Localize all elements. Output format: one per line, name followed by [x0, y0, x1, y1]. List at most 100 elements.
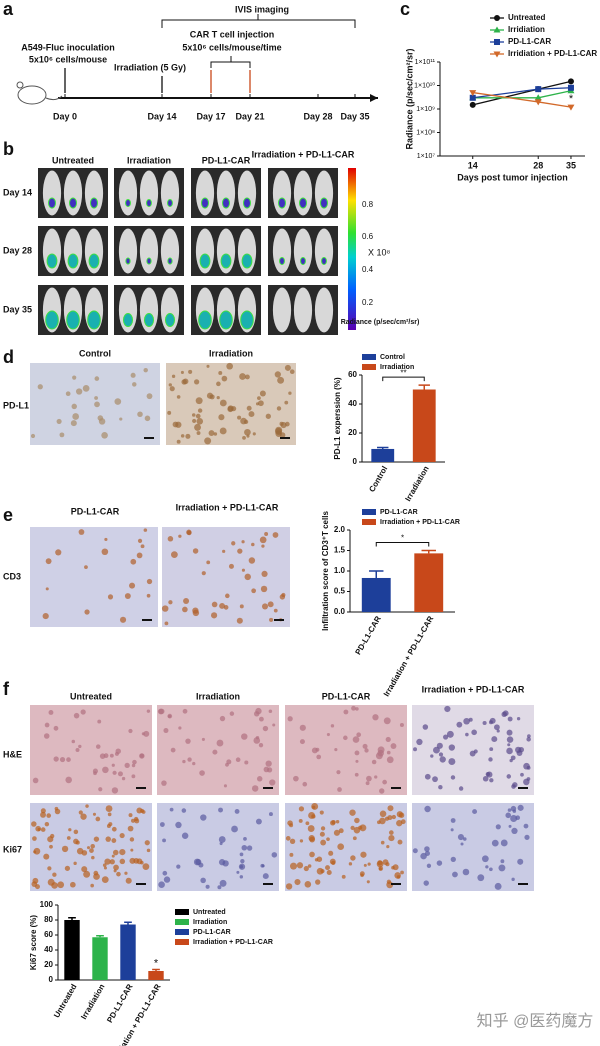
cell — [181, 379, 187, 385]
cell — [101, 548, 109, 556]
cell — [496, 729, 500, 733]
cell — [341, 874, 346, 879]
day-label: Day 21 — [235, 111, 264, 121]
panel-letter: b — [3, 139, 14, 159]
cell — [399, 722, 404, 728]
signal — [122, 313, 134, 327]
legend-label: PD-L1-CAR — [193, 929, 231, 936]
cell — [436, 860, 443, 866]
timeline-arrows — [64, 68, 251, 93]
cell — [129, 857, 136, 864]
cell — [40, 808, 46, 814]
cell — [432, 776, 438, 783]
cell — [31, 821, 37, 827]
legend-swatch — [175, 919, 189, 925]
cell — [280, 422, 287, 429]
cell — [319, 810, 324, 815]
day-label: Day 14 — [147, 111, 176, 121]
cell — [178, 534, 182, 538]
annotation: * — [154, 957, 159, 969]
cell — [216, 396, 220, 400]
cell — [140, 860, 144, 865]
cell — [515, 815, 521, 821]
cell — [200, 814, 207, 821]
cell — [360, 851, 367, 858]
signal — [90, 197, 98, 209]
cell — [192, 609, 200, 617]
y-tick-label: 1×10⁸ — [416, 129, 435, 136]
cell — [188, 369, 193, 374]
cell — [413, 747, 418, 752]
cell — [390, 743, 397, 750]
y-tick-label: 0 — [49, 975, 54, 984]
cell — [241, 540, 245, 544]
point — [534, 94, 542, 101]
cell — [312, 805, 316, 809]
column-label: Irradiation + PD-L1-CAR — [252, 149, 355, 159]
cell — [175, 821, 182, 829]
day-label: Day 17 — [196, 111, 225, 121]
cell — [386, 756, 394, 764]
cell — [424, 846, 430, 852]
cell — [489, 747, 494, 752]
cell — [52, 872, 57, 877]
cell — [113, 864, 119, 871]
cell — [337, 787, 342, 792]
error-bar — [418, 384, 430, 390]
y-tick-label: 1×10⁹ — [416, 106, 435, 113]
cell — [75, 840, 80, 845]
cell — [112, 849, 119, 856]
cell — [235, 757, 241, 763]
cell — [186, 529, 192, 535]
cell — [382, 779, 387, 785]
cell — [261, 544, 265, 548]
micrograph — [166, 363, 296, 445]
cell — [241, 568, 245, 572]
cell — [383, 717, 391, 725]
cell — [350, 855, 356, 861]
cell — [259, 390, 266, 397]
signal — [219, 310, 233, 330]
cell — [143, 528, 148, 532]
cell — [191, 413, 196, 417]
legend-swatch — [362, 354, 376, 360]
cell — [143, 730, 150, 737]
cell — [489, 778, 494, 783]
annotation: * — [401, 534, 404, 543]
cell — [86, 846, 91, 850]
cell — [271, 852, 278, 858]
scale-bar — [263, 883, 273, 885]
cell — [359, 871, 365, 877]
cell — [219, 603, 226, 609]
mouse — [63, 170, 83, 216]
cell — [85, 804, 89, 808]
cell — [53, 725, 59, 731]
cell — [494, 882, 502, 890]
cell — [162, 870, 168, 876]
cell — [103, 753, 109, 759]
cell — [438, 752, 444, 757]
cell — [81, 850, 88, 856]
colorbar-tick: 0.8 — [362, 200, 374, 209]
cell — [251, 785, 259, 792]
cell — [319, 831, 325, 837]
cell — [524, 834, 530, 840]
cell — [54, 806, 59, 811]
cell — [500, 859, 505, 864]
cell — [458, 786, 464, 791]
cell — [180, 434, 185, 438]
cell — [40, 811, 46, 818]
mouse — [139, 228, 159, 274]
cell — [82, 385, 90, 392]
y-axis-label: Ki67 score (%) — [29, 915, 38, 970]
cell — [302, 781, 308, 787]
cell — [512, 782, 518, 788]
cell — [330, 724, 335, 728]
significance-bracket — [382, 376, 425, 382]
point — [534, 99, 542, 106]
row-label: PD-L1 — [3, 400, 29, 410]
cell — [139, 753, 145, 759]
cell — [65, 776, 72, 784]
cell — [102, 863, 107, 867]
cell — [211, 601, 218, 608]
